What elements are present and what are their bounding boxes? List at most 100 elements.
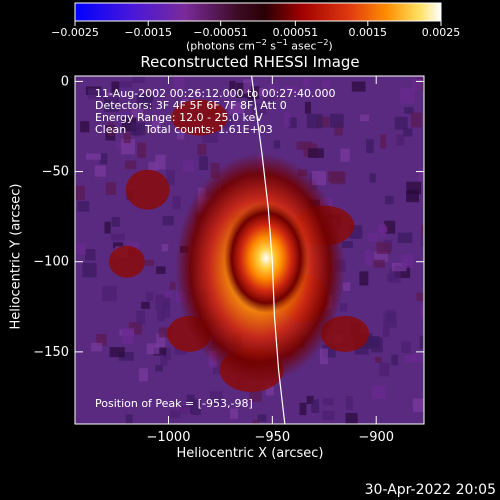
colorbar-ticks: −0.0025 −0.0015 −0.00051 0.00051 0.0015 0.002… [51, 21, 460, 39]
heatmap-cell [254, 88, 265, 97]
heatmap-cell [77, 201, 90, 212]
y-tick-label: −50 [42, 165, 69, 180]
heatmap-cell [88, 88, 104, 100]
heatmap-cell [416, 292, 424, 302]
heatmap-cell [268, 84, 278, 94]
heatmap-cell [105, 182, 117, 195]
heatmap-cell [111, 81, 120, 96]
heatmap-cell [94, 165, 106, 177]
heatmap-cell [319, 348, 328, 365]
chart-title: Reconstructed RHESSI Image [140, 53, 360, 71]
heatmap-cell [164, 291, 173, 298]
heatmap-cell [410, 112, 422, 128]
heatmap-cell [144, 259, 154, 266]
solar-limb-line [250, 76, 286, 424]
heatmap-cell [230, 408, 238, 419]
x-tick-label: −1000 [146, 430, 190, 445]
heatmap-warm-region [108, 245, 145, 278]
heatmap-cell [118, 81, 133, 88]
heatmap-cell [400, 341, 412, 353]
heatmap-cell [191, 399, 201, 415]
x-tick-label: −950 [254, 430, 290, 445]
heatmap-cell [113, 242, 124, 249]
heatmap-cell [116, 142, 126, 149]
heatmap-cell [311, 399, 320, 413]
heatmap-cell [252, 419, 259, 424]
heatmap-cell [304, 101, 311, 114]
heatmap-cell [389, 268, 401, 283]
x-tick-label: −900 [358, 430, 394, 445]
colorbar-tick-label: −0.0025 [51, 26, 99, 39]
heatmap-cell [366, 139, 374, 153]
heatmap-cell [412, 353, 424, 363]
heatmap-cell [306, 395, 314, 404]
heatmap-cell [137, 142, 146, 158]
heatmap-cell [156, 266, 166, 274]
heatmap-cell [243, 79, 251, 94]
heatmap-cell [176, 406, 191, 414]
heatmap-cell [299, 402, 307, 416]
heatmap-cell [132, 76, 145, 84]
heatmap-cell [202, 132, 219, 143]
heatmap-cell [166, 170, 175, 186]
heatmap-cell [169, 281, 176, 290]
heatmap-cell [284, 85, 297, 94]
heatmap-cell [379, 362, 390, 377]
colorbar-units: (photons cm−2 s−1 asec−2) [186, 38, 333, 53]
colorbar-tick-label: 0.0015 [349, 26, 388, 39]
heatmap-cell [85, 153, 102, 160]
heatmap-cell [197, 144, 207, 156]
heatmap-cell [419, 335, 424, 349]
heatmap-cell [371, 385, 386, 400]
heatmap-cell [249, 391, 262, 403]
heatmap-cell [341, 241, 354, 248]
heatmap-cell [251, 103, 267, 116]
heatmap-cell [199, 156, 209, 171]
heatmap-cell [156, 333, 166, 349]
heatmap-cell [283, 112, 291, 127]
y-tick-label: −100 [33, 255, 69, 270]
plot-frame [74, 75, 425, 425]
heatmap-cell [125, 414, 133, 424]
heatmap-cell [96, 334, 107, 346]
heatmap-cell [121, 327, 134, 344]
heatmap-cell [257, 414, 267, 422]
heatmap-cell [303, 78, 310, 87]
heatmap-cell [172, 196, 181, 210]
heatmap-cell [138, 368, 148, 382]
heatmap-cell [146, 343, 160, 355]
heatmap-cell [308, 148, 324, 158]
heatmap-cell [288, 117, 297, 129]
heatmap-cell [209, 391, 223, 406]
heatmap-cell [210, 162, 220, 179]
colorbar-tick-label: 0.0025 [422, 26, 461, 39]
heatmap-cell [342, 282, 351, 292]
heatmap-cell [404, 107, 414, 114]
heatmap-cell [373, 259, 385, 268]
heatmap-cell [104, 96, 119, 113]
heatmap-cell [131, 108, 144, 119]
heatmap-warm-region [125, 169, 170, 210]
heatmap-cell [351, 81, 366, 92]
heatmap-cell [321, 80, 331, 88]
heatmap-warm-region [171, 99, 228, 136]
colorbar-tick-label: 0.00051 [273, 26, 319, 39]
heatmap-cell [82, 262, 97, 278]
heatmap-cell [334, 121, 344, 136]
heatmap-cell [400, 87, 415, 104]
heatmap-cell [158, 327, 172, 338]
heatmap-cell [384, 220, 396, 234]
heatmap-cell [136, 310, 146, 325]
heatmap-cell [155, 154, 166, 170]
heatmap-cell [102, 285, 117, 302]
heatmap-cell [91, 342, 103, 352]
heatmap-cell [306, 113, 323, 129]
heatmap-cell [111, 216, 120, 227]
heatmap-cell [405, 355, 416, 363]
heatmap-cell [85, 248, 96, 261]
heatmap-cell [392, 262, 407, 272]
heatmap-source-core [224, 203, 309, 314]
heatmap-cell [375, 356, 382, 363]
heatmap-cell [397, 232, 413, 243]
